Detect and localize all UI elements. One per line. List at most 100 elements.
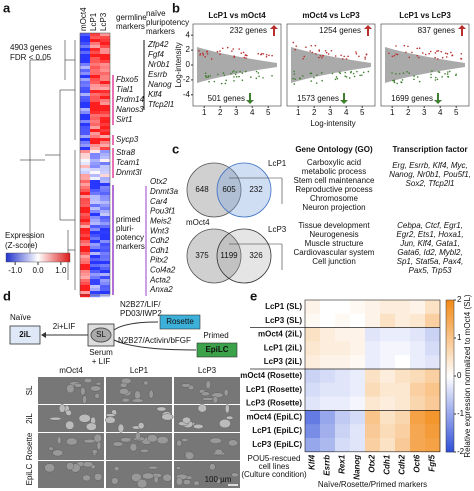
colorbar-step (446, 307, 454, 311)
point (413, 78, 415, 81)
point (345, 76, 348, 78)
heatmap-cell (100, 219, 110, 223)
heatmap-cell (90, 252, 100, 256)
heatmap-cell (100, 33, 110, 37)
point (321, 57, 323, 59)
heatmap-cell (80, 261, 90, 265)
heatmap-cell (90, 237, 100, 241)
arrow (113, 339, 197, 351)
heatmap-cell (100, 252, 110, 256)
x-axis-label: Naïve/Rosette/Primed markers (318, 480, 427, 489)
point (260, 53, 262, 56)
heatmap-cell (365, 355, 381, 370)
heatmap-cell (335, 382, 351, 397)
heatmap-cell (90, 60, 100, 64)
heatmap-cell (80, 165, 90, 169)
heatmap-cell (90, 282, 100, 286)
point (334, 55, 337, 57)
condition: N2B27/Activin/bFGF (118, 336, 191, 345)
gene-label: Tcam1 (116, 158, 140, 167)
heatmap-cell (305, 424, 321, 439)
heatmap-cell (100, 159, 110, 163)
heatmap-cell (380, 438, 396, 453)
heatmap-cell (100, 243, 110, 247)
heatmap-cell (410, 341, 426, 356)
colorbar-step (446, 312, 454, 316)
heatmap-cell (305, 300, 321, 315)
heatmap-cell (100, 126, 110, 130)
colony (193, 424, 204, 429)
heatmap-cell (80, 285, 90, 289)
heatmap-cell (100, 177, 110, 181)
heatmap-cell (100, 84, 110, 88)
heatmap-cell (100, 114, 110, 118)
colony (90, 385, 102, 392)
point (243, 56, 246, 59)
colony (94, 473, 103, 481)
point (257, 72, 260, 74)
colony (225, 415, 234, 420)
heatmap-cell (90, 267, 100, 271)
plot-title: mOct4 vs LcP3 (302, 11, 360, 20)
colony (182, 479, 191, 486)
heatmap-cell (90, 264, 100, 268)
colorbar-step (446, 391, 454, 395)
scale-label: 100 µm (205, 475, 232, 484)
heatmap-cell (80, 72, 90, 76)
heatmap-cell (90, 255, 100, 259)
colorbar-step (446, 388, 454, 392)
colony (219, 418, 231, 429)
header: Transcription factor (392, 145, 467, 154)
point (428, 52, 430, 55)
colony (231, 472, 239, 478)
point (313, 76, 315, 79)
heatmap-cell (90, 132, 100, 136)
y-tick-label: 2 (186, 45, 191, 54)
colony (201, 397, 214, 401)
gene-label: Prdm14 (116, 95, 145, 104)
heatmap-cell (90, 69, 100, 73)
condition: 2i+LIF (53, 322, 76, 331)
point (238, 75, 240, 78)
heatmap-cell (335, 327, 351, 342)
heatmap-cell (100, 294, 110, 298)
heatmap-cell (335, 424, 351, 439)
heatmap-cell (90, 96, 100, 100)
heatmap-cell (80, 264, 90, 268)
state-box (9, 325, 41, 345)
point (231, 71, 234, 73)
colorbar-step (446, 340, 454, 344)
gene-label: Zfp42 (147, 40, 169, 49)
heatmap-cell (320, 369, 336, 384)
gene-label: Anxa2 (149, 285, 173, 294)
tf-list: Cebpa, Ctcf, Egr1, (397, 221, 463, 230)
heatmap-cell (80, 246, 90, 250)
heatmap-cell (380, 396, 396, 411)
go-term: metabolic process (302, 167, 366, 176)
point (199, 54, 201, 56)
heatmap-cell (100, 63, 110, 67)
heatmap-cell (80, 51, 90, 55)
point (416, 54, 419, 57)
point (336, 77, 339, 80)
heatmap-cell (425, 355, 441, 370)
heatmap-cell (90, 63, 100, 67)
row-label: LcP3 (EpiLC) (252, 440, 302, 449)
colorbar-step (446, 429, 454, 433)
colony (228, 439, 239, 447)
heatmap-cell (425, 369, 441, 384)
point (293, 70, 295, 73)
heatmap-cell (380, 341, 396, 356)
heatmap-cell (100, 120, 110, 124)
heatmap-cell (90, 177, 100, 181)
colorbar-step (446, 436, 454, 440)
point (450, 51, 452, 54)
heatmap-cell (395, 369, 411, 384)
go-term-highlight: Neuron projection (302, 203, 365, 212)
heatmap-cell (90, 102, 100, 106)
point (234, 73, 237, 76)
point (315, 53, 317, 55)
heatmap-cell (100, 192, 110, 196)
heatmap-cell (80, 171, 90, 175)
point (393, 80, 396, 82)
